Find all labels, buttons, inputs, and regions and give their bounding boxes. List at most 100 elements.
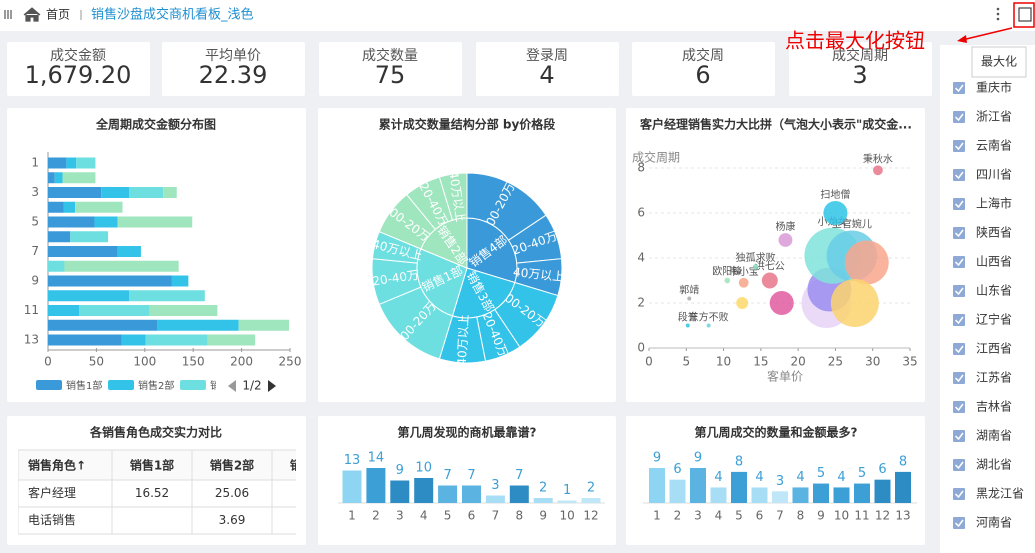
bar[interactable]	[792, 487, 809, 503]
checkbox[interactable]	[953, 372, 965, 384]
bar[interactable]	[833, 487, 850, 503]
checkbox[interactable]	[953, 82, 965, 94]
bar[interactable]	[710, 487, 727, 503]
bar[interactable]	[438, 485, 458, 504]
more-icon[interactable]	[996, 7, 1000, 21]
bar[interactable]	[731, 471, 747, 503]
bar[interactable]	[669, 479, 686, 503]
bar[interactable]	[342, 470, 362, 504]
x-tick-label: 5	[735, 509, 743, 523]
filter-item[interactable]: 辽宁省	[976, 312, 1012, 327]
value-label: 7	[515, 468, 523, 483]
bubble[interactable]	[724, 277, 731, 284]
bubble[interactable]	[738, 277, 749, 288]
checkbox[interactable]	[953, 401, 965, 413]
bubble[interactable]	[778, 233, 793, 247]
filter-item[interactable]: 江西省	[976, 342, 1012, 356]
checkbox[interactable]	[953, 169, 965, 181]
bar-segment	[48, 275, 172, 287]
checkbox[interactable]	[953, 140, 965, 152]
filter-item[interactable]: 四川省	[976, 168, 1012, 182]
bubble[interactable]	[873, 165, 883, 176]
bar[interactable]	[414, 478, 434, 503]
bar[interactable]	[690, 468, 706, 503]
bar-segment	[48, 172, 55, 184]
bar[interactable]	[366, 468, 386, 503]
home-link[interactable]: 首页	[46, 8, 70, 22]
filter-item[interactable]: 吉林省	[976, 400, 1012, 414]
bubble[interactable]	[752, 264, 759, 270]
bar[interactable]	[581, 498, 601, 503]
checkbox[interactable]	[953, 111, 965, 123]
bubble[interactable]	[823, 201, 848, 225]
checkbox[interactable]	[953, 198, 965, 210]
filter-item[interactable]: 河南省	[976, 515, 1012, 530]
bar[interactable]	[649, 468, 665, 503]
bar-segment	[171, 275, 189, 287]
pager-next[interactable]	[268, 380, 276, 392]
y-tick-label: 2	[637, 296, 645, 310]
legend-label[interactable]: 销售3部	[210, 379, 246, 392]
filter-item[interactable]: 山东省	[976, 284, 1012, 298]
filter-item[interactable]: 黑龙江省	[976, 487, 1024, 501]
kpi-label: 成交数量	[362, 47, 418, 64]
filter-item[interactable]: 湖北省	[976, 457, 1012, 472]
checkbox[interactable]	[953, 488, 965, 500]
bar-segment	[163, 187, 177, 198]
checkbox[interactable]	[953, 459, 965, 471]
y-tick-label: 1	[31, 156, 39, 170]
kpi-value: 75	[375, 61, 406, 89]
checkbox[interactable]	[953, 343, 965, 355]
checkmark	[954, 345, 964, 354]
filter-item[interactable]: 重庆市	[976, 80, 1012, 95]
filter-item[interactable]: 浙江省	[976, 110, 1012, 124]
home-icon[interactable]	[23, 7, 41, 22]
checkbox[interactable]	[953, 314, 965, 326]
checkbox[interactable]	[953, 256, 965, 268]
bar[interactable]	[557, 500, 577, 504]
bar[interactable]	[813, 483, 829, 503]
kpi-value: 4	[539, 61, 554, 89]
bar[interactable]	[874, 479, 891, 503]
bar[interactable]	[462, 485, 481, 504]
legend-swatch[interactable]	[180, 380, 206, 390]
maximize-button[interactable]	[1018, 7, 1032, 22]
bubble[interactable]	[830, 279, 879, 327]
bar[interactable]	[390, 480, 410, 504]
bubble[interactable]	[844, 240, 889, 285]
filter-item[interactable]: 湖南省	[976, 428, 1012, 443]
legend-label[interactable]: 销售1部	[66, 379, 102, 392]
bubble[interactable]	[761, 272, 778, 289]
x-tick-label: 6	[468, 509, 476, 523]
bubble[interactable]	[687, 296, 692, 301]
legend-swatch[interactable]	[36, 380, 62, 390]
chart-title: 全周期成交金额分布图	[95, 117, 216, 132]
bubble[interactable]	[685, 323, 690, 328]
bar[interactable]	[509, 485, 529, 504]
filter-item[interactable]: 山西省	[976, 255, 1012, 269]
filter-item[interactable]: 陕西省	[976, 225, 1012, 240]
bar[interactable]	[751, 487, 768, 503]
menu-icon[interactable]	[4, 10, 12, 19]
filter-item[interactable]: 江苏省	[976, 371, 1012, 385]
bubble[interactable]	[769, 291, 794, 315]
checkbox[interactable]	[953, 517, 965, 529]
legend-swatch[interactable]	[108, 380, 134, 390]
filter-item[interactable]: 云南省	[976, 138, 1012, 153]
checkbox[interactable]	[953, 430, 965, 442]
filter-item[interactable]: 上海市	[976, 196, 1012, 211]
bar-segment	[48, 157, 67, 169]
bar[interactable]	[854, 483, 870, 503]
bar[interactable]	[895, 471, 911, 503]
bar[interactable]	[533, 498, 553, 503]
checkbox[interactable]	[953, 285, 965, 297]
bar[interactable]	[772, 491, 788, 503]
checkbox[interactable]	[953, 227, 965, 239]
legend-label[interactable]: 销售2部	[138, 379, 174, 392]
bar[interactable]	[485, 495, 505, 504]
bubble[interactable]	[736, 297, 749, 309]
pager-prev[interactable]	[228, 380, 236, 392]
bubble[interactable]	[706, 323, 711, 328]
